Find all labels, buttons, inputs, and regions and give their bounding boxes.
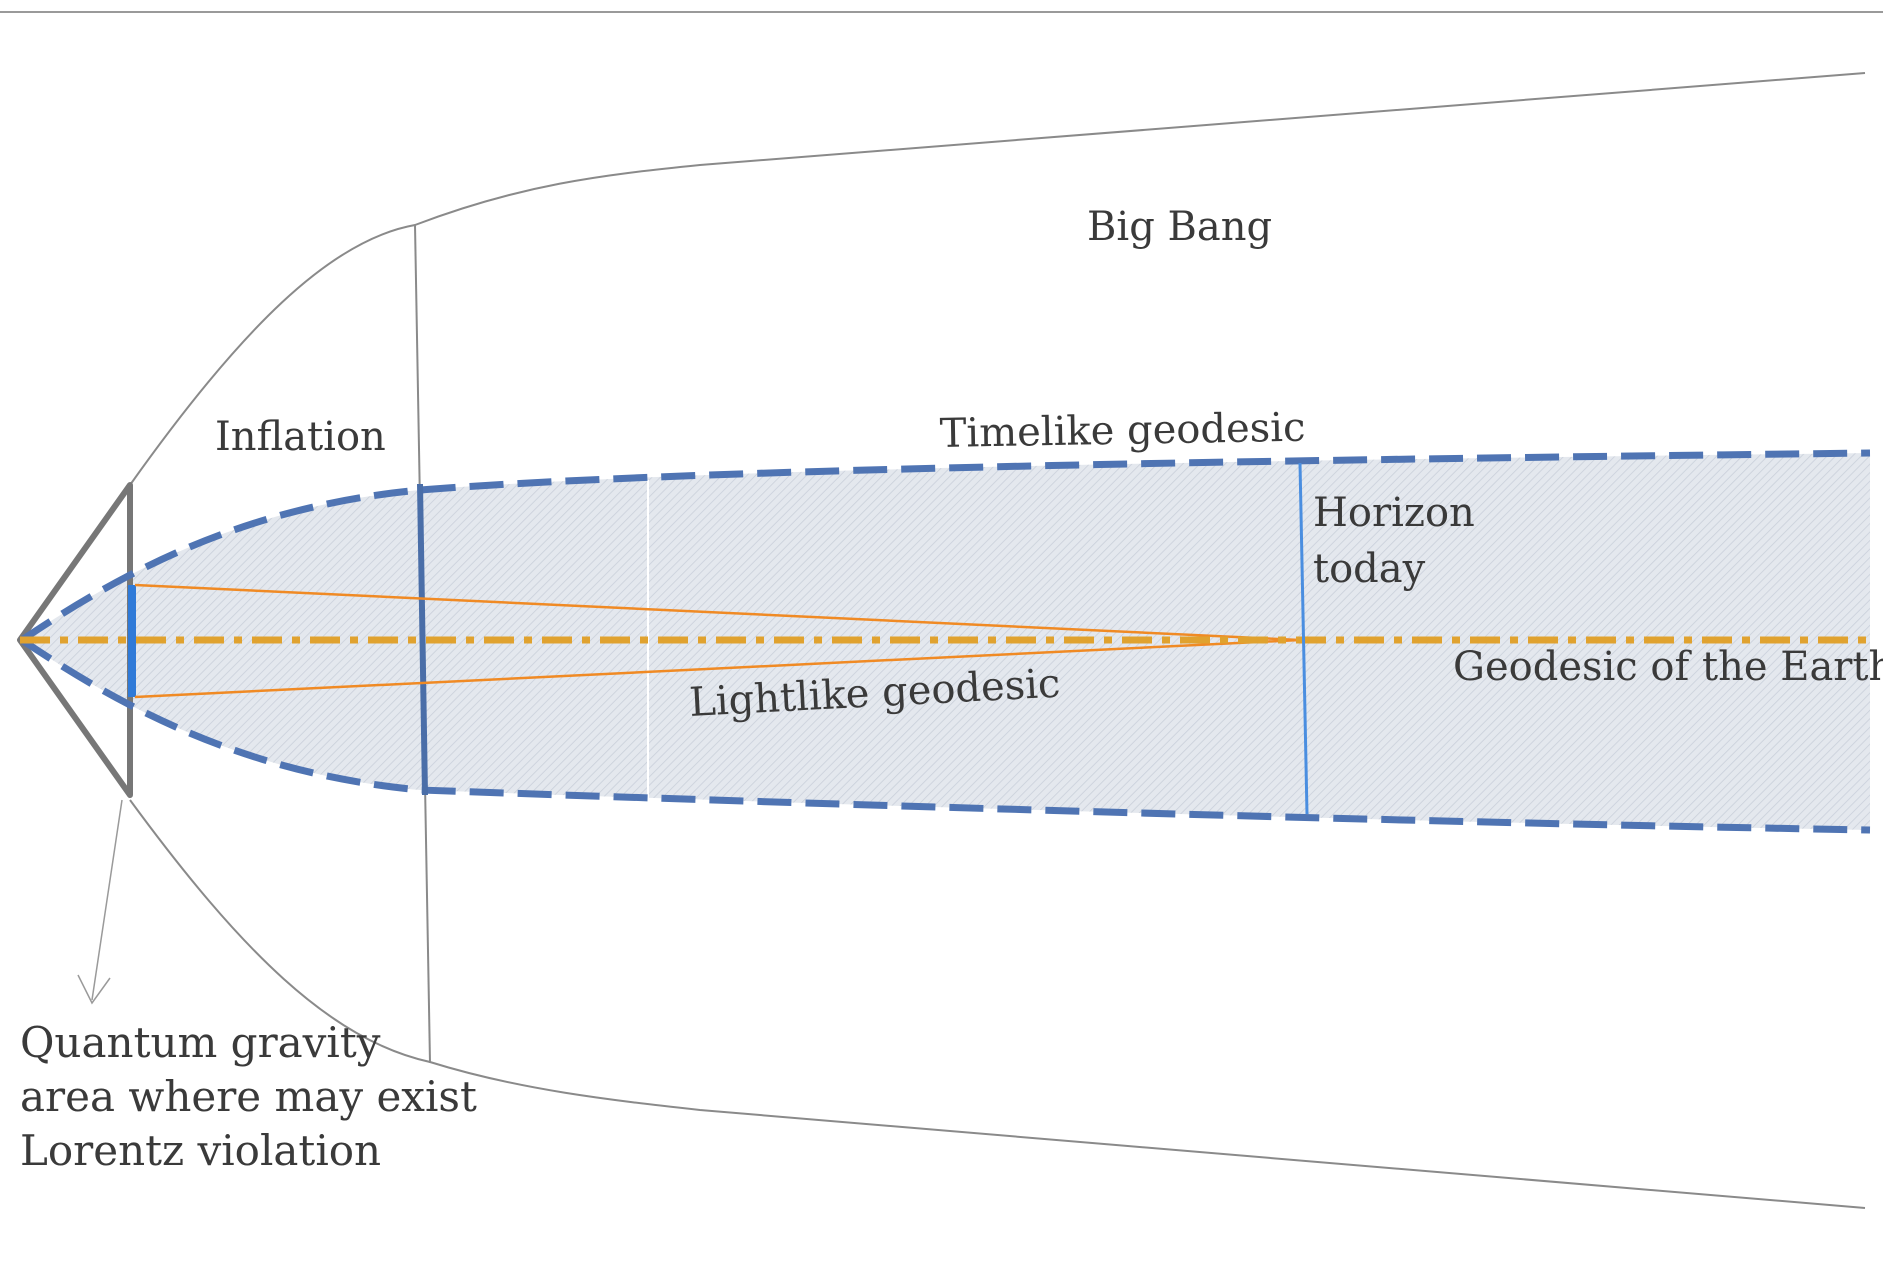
big-bang-label: Big Bang xyxy=(1087,204,1272,250)
lightlike-geodesic-lower xyxy=(134,638,1301,699)
qg-pointer-arrowhead xyxy=(77,974,111,1005)
causal-band xyxy=(22,453,1870,830)
quantum-gravity-label-line2: area where may exist xyxy=(20,1072,477,1121)
horizon-today-line xyxy=(1298,462,1309,815)
inflation-label: Inflation xyxy=(215,414,386,460)
earth-geodesic-label: Geodesic of the Earth xyxy=(1453,644,1883,690)
inflation-horizon-marker xyxy=(417,483,428,796)
qg-pointer-line xyxy=(91,799,123,1001)
lightlike-geodesic-upper xyxy=(134,583,1301,642)
timelike-geodesic-label: Timelike geodesic xyxy=(939,405,1305,457)
quantum-gravity-label-line1: Quantum gravity xyxy=(20,1018,381,1067)
timelike-geodesic-lower xyxy=(20,637,1871,834)
quantum-gravity-label-line3: Lorentz violation xyxy=(20,1126,381,1175)
timelike-geodesic-upper xyxy=(20,449,1871,643)
horizon-label-line1: Horizon xyxy=(1313,490,1475,536)
universe-outline-lower xyxy=(129,799,1866,1209)
horizon-label-line2: today xyxy=(1313,546,1426,592)
